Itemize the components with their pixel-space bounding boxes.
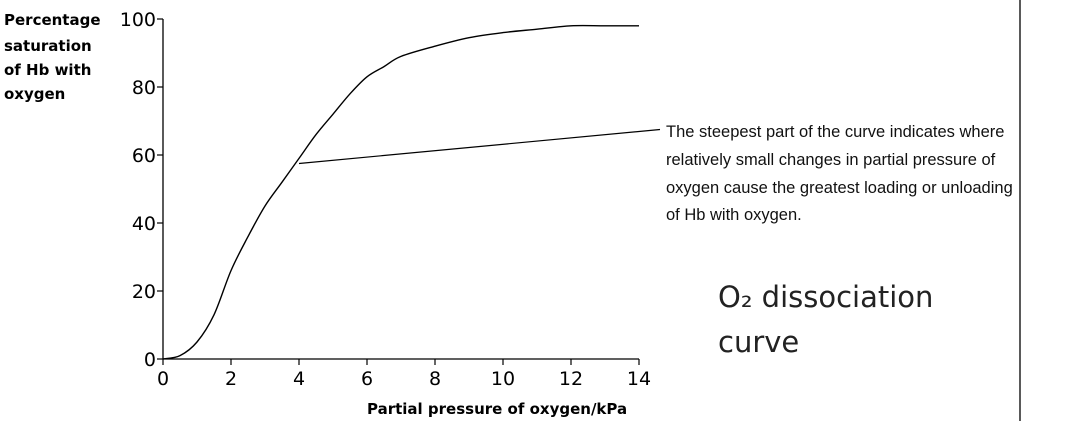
annotation-line: The steepest part of the curve indicates… <box>666 123 1004 141</box>
y-tick-label: 40 <box>132 213 156 235</box>
x-tick-label: 8 <box>429 368 441 390</box>
annotation-line: oxygen cause the greatest loading or unl… <box>666 179 1013 197</box>
y-tick-label: 80 <box>132 77 156 99</box>
y-tick-label: 60 <box>132 145 156 167</box>
x-axis-label: Partial pressure of oxygen/kPa <box>367 400 627 418</box>
y-axis-label: Percentage saturation of Hb with oxygen <box>4 11 101 103</box>
y-axis-label-line: of Hb with <box>4 61 91 79</box>
y-tick-label: 20 <box>132 281 156 303</box>
x-tick-label: 14 <box>627 368 651 390</box>
y-tick-label: 100 <box>120 9 156 31</box>
annotation-line: of Hb with oxygen. <box>666 206 802 224</box>
annotation-line: relatively small changes in partial pres… <box>666 151 996 169</box>
x-tick-label: 2 <box>225 368 237 390</box>
x-tick-label: 0 <box>157 368 169 390</box>
annotation-pointer-line <box>298 128 661 165</box>
dissociation-curve <box>162 24 639 360</box>
x-tick-label: 4 <box>293 368 305 390</box>
y-axis-ticks: 0 20 40 60 80 100 <box>120 9 163 371</box>
x-axis-ticks: 0 2 4 6 8 10 12 14 <box>157 359 651 390</box>
y-axis-label-line: oxygen <box>4 85 65 103</box>
subtitle-line: O₂ dissociation <box>718 280 933 314</box>
chart-subtitle: O₂ dissociation curve <box>718 280 933 359</box>
y-axis-label-line: saturation <box>4 37 92 55</box>
x-tick-label: 12 <box>559 368 583 390</box>
x-tick-label: 6 <box>361 368 373 390</box>
subtitle-line: curve <box>718 325 799 359</box>
x-tick-label: 10 <box>491 368 515 390</box>
annotation: The steepest part of the curve indicates… <box>666 123 1013 224</box>
y-axis-label-line: Percentage <box>4 11 101 29</box>
y-tick-label: 0 <box>144 349 156 371</box>
